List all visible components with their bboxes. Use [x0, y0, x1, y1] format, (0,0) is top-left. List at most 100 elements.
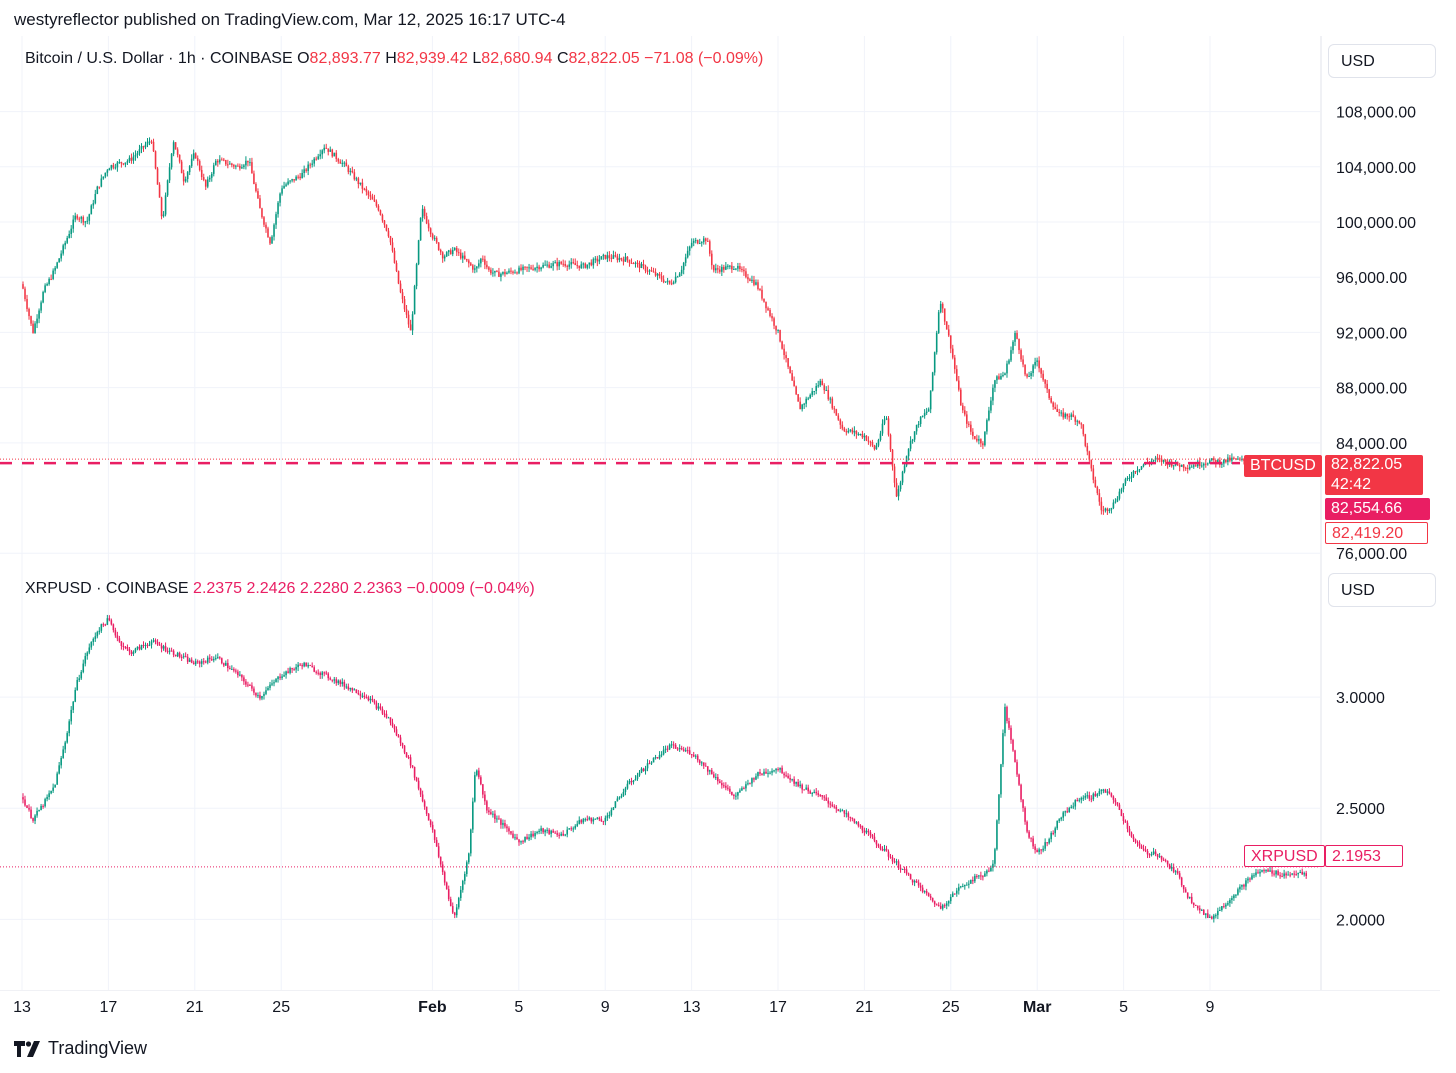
candle-body	[805, 398, 807, 404]
candle-body	[518, 267, 520, 274]
candle-body	[644, 768, 647, 772]
candle-body	[106, 170, 109, 173]
candle-body	[867, 440, 870, 442]
candle-body	[1022, 359, 1024, 365]
candle-body	[371, 196, 374, 200]
candle-body	[1265, 869, 1267, 872]
candle-body	[253, 173, 255, 184]
candle-body	[355, 689, 358, 694]
candle-body	[592, 259, 595, 266]
candle-body	[759, 772, 761, 774]
candle-body	[538, 266, 540, 270]
candle-body	[90, 641, 93, 648]
candle-body	[140, 645, 143, 650]
candle-body	[455, 907, 458, 916]
candle-body	[1295, 874, 1297, 876]
candle-body	[78, 678, 81, 680]
candle-body	[847, 813, 850, 817]
xrp-currency-button[interactable]: USD	[1328, 573, 1436, 607]
candle-body	[833, 806, 836, 808]
candle-body	[749, 783, 751, 785]
candle-body	[809, 394, 811, 399]
candle-body	[735, 795, 737, 797]
candle-body	[174, 654, 177, 657]
candle-body	[349, 687, 352, 690]
candle-body	[279, 193, 281, 203]
candle-body	[656, 273, 659, 276]
candle-body	[96, 186, 99, 194]
candle-body	[777, 329, 779, 331]
candle-body	[345, 162, 348, 167]
candle-body	[672, 744, 675, 746]
candle-body	[986, 420, 988, 432]
candle-body	[214, 658, 217, 660]
btc-mid-tag: 82,554.66	[1325, 498, 1430, 520]
candle-body	[636, 775, 639, 779]
btc-chart-panel[interactable]: 108,000.00 104,000.00 100,000.00 96,000.00 9…	[0, 36, 1456, 566]
candle-body	[719, 781, 721, 784]
candle-body	[42, 292, 44, 303]
candle-body	[855, 822, 858, 824]
candle-body	[1098, 493, 1101, 502]
candle-body	[1213, 458, 1215, 461]
candle-body	[873, 445, 876, 450]
candle-body	[743, 788, 745, 790]
candle-body	[927, 893, 930, 897]
candle-body	[618, 258, 621, 261]
candle-body	[443, 872, 446, 883]
candle-body	[562, 263, 564, 265]
candle-body	[431, 824, 434, 830]
candle-body	[809, 791, 811, 794]
xrp-chart-panel[interactable]: 3.0000 2.5000 2.0000	[0, 566, 1456, 990]
candle-body	[494, 270, 496, 273]
candle-body	[241, 167, 243, 169]
btc-currency-button[interactable]: USD	[1328, 44, 1436, 78]
candle-body	[753, 778, 755, 780]
candle-body	[1130, 476, 1133, 478]
candle-body	[624, 256, 627, 262]
candle-body	[126, 647, 129, 650]
candle-body	[962, 886, 964, 888]
btc-change-value: −71.08 (−0.09%)	[644, 50, 764, 67]
candle-body	[1024, 364, 1026, 375]
candle-body	[405, 309, 408, 315]
candle-body	[514, 837, 516, 839]
candle-body	[554, 262, 556, 264]
tradingview-logo[interactable]: TradingView	[14, 1038, 147, 1059]
candle-body	[1124, 820, 1127, 823]
candle-body	[289, 668, 291, 673]
candle-body	[598, 259, 601, 262]
candle-body	[128, 157, 131, 162]
candle-body	[500, 819, 502, 825]
candle-body	[1054, 828, 1056, 834]
candle-body	[795, 386, 797, 395]
candle-body	[1122, 816, 1125, 821]
candle-body	[427, 223, 430, 229]
candle-body	[502, 823, 504, 825]
candle-body	[835, 409, 838, 416]
candle-body	[46, 284, 48, 286]
candle-body	[1136, 841, 1139, 843]
candle-body	[1108, 791, 1111, 794]
candle-body	[421, 208, 424, 218]
candle-body	[1082, 797, 1085, 799]
candle-body	[690, 754, 693, 756]
candle-body	[680, 269, 683, 274]
time-axis[interactable]: 13 17 21 25 Feb 5 9 13 17 21 25 Mar 5 9	[0, 990, 1456, 1026]
candle-body	[480, 777, 482, 785]
candle-body	[909, 440, 912, 449]
candle-body	[560, 261, 562, 264]
candle-body	[594, 818, 597, 820]
candle-body	[747, 277, 749, 280]
candle-body	[26, 299, 28, 309]
x-tick-label: Mar	[1023, 999, 1051, 1016]
candle-body	[835, 806, 838, 810]
candle-body	[524, 836, 526, 842]
candle-body	[327, 148, 330, 152]
candle-body	[558, 261, 560, 267]
candle-body	[1044, 379, 1046, 384]
candle-body	[1064, 413, 1067, 418]
candle-body	[457, 898, 460, 908]
candle-body	[632, 263, 635, 265]
candle-body	[243, 165, 245, 168]
